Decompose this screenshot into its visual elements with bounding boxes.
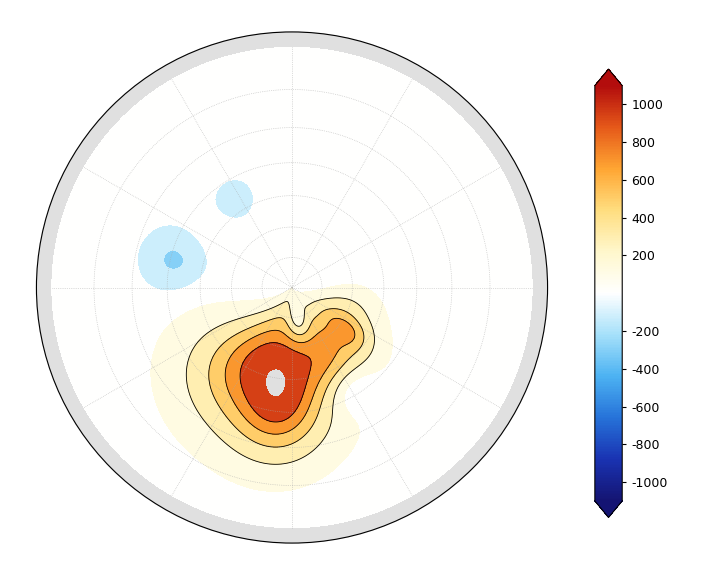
Point [286,283,298,292]
PathPatch shape [595,501,622,518]
Point [286,283,298,292]
Point [286,283,298,292]
Point [286,283,298,292]
Point [286,283,298,292]
Point [286,283,298,292]
Point [286,283,298,292]
PathPatch shape [595,69,622,86]
Point [286,283,298,292]
Point [286,283,298,292]
Point [286,283,298,292]
Point [286,283,298,292]
Point [286,283,298,292]
Point [286,283,298,292]
Circle shape [37,32,547,543]
Point [286,283,298,292]
Point [286,283,298,292]
